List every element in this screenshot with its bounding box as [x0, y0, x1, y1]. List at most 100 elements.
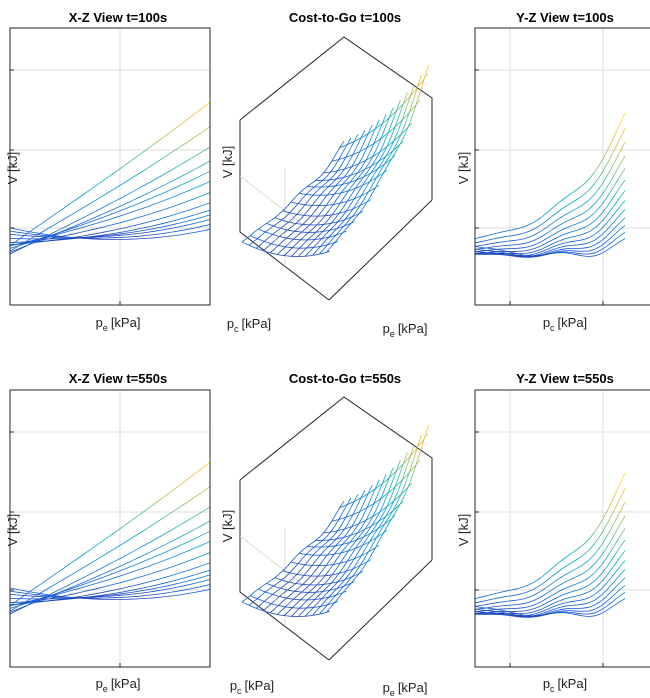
surface-mesh-line	[612, 558, 620, 568]
surface-mesh-line	[333, 203, 337, 205]
surface-mesh-line	[304, 199, 310, 206]
surface-mesh-line	[284, 588, 288, 591]
surface-mesh-line	[105, 235, 115, 237]
surface-mesh-line	[339, 585, 345, 591]
panel-title: Cost-to-Go t=550s	[289, 371, 401, 386]
surface-mesh-line	[534, 255, 542, 258]
surface-mesh-line	[341, 571, 347, 578]
surface-mesh-line	[97, 553, 107, 560]
surface-mesh-line	[41, 235, 51, 240]
surface-mesh-line	[606, 525, 614, 537]
surface-mesh-line	[576, 564, 584, 569]
x-axis-label: pe [kPa]	[383, 680, 428, 698]
surface-mesh-line	[296, 209, 302, 215]
surface-mesh-line	[594, 588, 602, 595]
surface-mesh-line	[322, 587, 328, 592]
surface-mesh-line	[618, 209, 626, 217]
surface-mesh-line	[570, 223, 578, 227]
surface-mesh-line	[273, 225, 278, 228]
surface-mesh-line	[486, 593, 494, 597]
surface-mesh-line	[345, 509, 351, 518]
surface-mesh-line	[612, 590, 620, 597]
surface-mesh-line	[342, 200, 348, 208]
surface-mesh-line	[252, 238, 258, 243]
surface-mesh-line	[352, 506, 358, 515]
surface-mesh-line	[353, 551, 359, 559]
surface-mesh-line	[343, 532, 349, 538]
surface-mesh-line	[169, 586, 179, 589]
surface-mesh-line	[169, 507, 179, 514]
surface-mesh-line	[145, 163, 155, 170]
surface-mesh-line	[424, 424, 429, 439]
surface-mesh-line	[276, 250, 282, 255]
surface-mesh-line	[97, 580, 107, 584]
surface-mesh-line	[564, 578, 572, 583]
surface-mesh-line	[325, 559, 331, 566]
surface-mesh-line	[274, 604, 279, 606]
surface-mesh-line	[331, 185, 336, 191]
surface-mesh-line	[606, 600, 614, 607]
surface-mesh-line	[201, 170, 211, 176]
surface-mesh-line	[169, 583, 179, 586]
surface-mesh-line	[291, 590, 295, 592]
surface-mesh-line	[145, 594, 155, 596]
surface-mesh-line	[257, 598, 261, 601]
surface-mesh-line	[304, 232, 309, 237]
surface-mesh-line	[113, 231, 123, 234]
surface-mesh-line	[9, 248, 19, 253]
surface-mesh-line	[498, 251, 506, 254]
surface-mesh-line	[153, 137, 163, 145]
surface-mesh-line	[41, 600, 51, 603]
surface-mesh-line	[486, 247, 494, 250]
surface-mesh-line	[323, 604, 328, 610]
surface-mesh-line	[391, 111, 397, 123]
surface-mesh-line	[352, 179, 357, 186]
surface-mesh-line	[153, 233, 163, 235]
surface-mesh-line	[504, 240, 512, 242]
surface-mesh-line	[185, 188, 195, 193]
surface-mesh-line	[558, 221, 566, 226]
surface-mesh-line	[350, 169, 356, 176]
surface-mesh-line	[395, 504, 401, 512]
surface-mesh-line	[558, 566, 566, 572]
surface-mesh-line	[121, 572, 131, 576]
surface-mesh-line	[368, 544, 373, 553]
surface-mesh-line	[306, 603, 311, 609]
panel-title: Y-Z View t=550s	[516, 371, 614, 386]
surface-mesh-line	[546, 606, 554, 610]
surface-mesh-line	[504, 229, 512, 232]
surface-mesh-line	[380, 488, 386, 499]
surface-mesh-line	[177, 581, 187, 584]
surface-mesh-line	[41, 240, 51, 243]
surface-mesh-line	[269, 584, 274, 587]
surface-mesh-line	[310, 599, 315, 604]
surface-mesh-line	[326, 549, 332, 556]
surface-mesh-line	[267, 602, 272, 605]
surface-mesh-line	[588, 587, 596, 593]
grid	[10, 28, 210, 305]
surface-mesh-line	[305, 550, 311, 555]
surface-mesh-line	[349, 514, 354, 517]
surface-mesh-line	[600, 557, 608, 566]
surface-mesh-line	[271, 239, 276, 244]
surface-mesh-line	[419, 78, 425, 92]
surface-mesh-line	[552, 591, 560, 596]
surface-mesh-line	[81, 589, 91, 593]
surface-mesh-line	[57, 229, 67, 234]
surface-mesh-line	[129, 209, 139, 214]
surface-mesh-line	[332, 588, 338, 594]
surface-mesh-line	[321, 594, 327, 599]
surface-mesh-line	[49, 589, 59, 595]
surface-mesh-line	[273, 585, 278, 588]
surface-mesh-line	[353, 494, 359, 502]
surface-mesh-line	[375, 151, 381, 160]
surface-mesh-line	[384, 117, 390, 129]
surface-mesh-line	[201, 181, 211, 186]
ticks	[10, 431, 121, 667]
surface-mesh-line	[177, 233, 187, 236]
surface-mesh-line	[308, 588, 314, 593]
surface-mesh-line	[546, 228, 554, 234]
surface-mesh-line	[588, 203, 596, 210]
surface-mesh-line	[283, 229, 288, 234]
surface-mesh-line	[516, 607, 524, 609]
